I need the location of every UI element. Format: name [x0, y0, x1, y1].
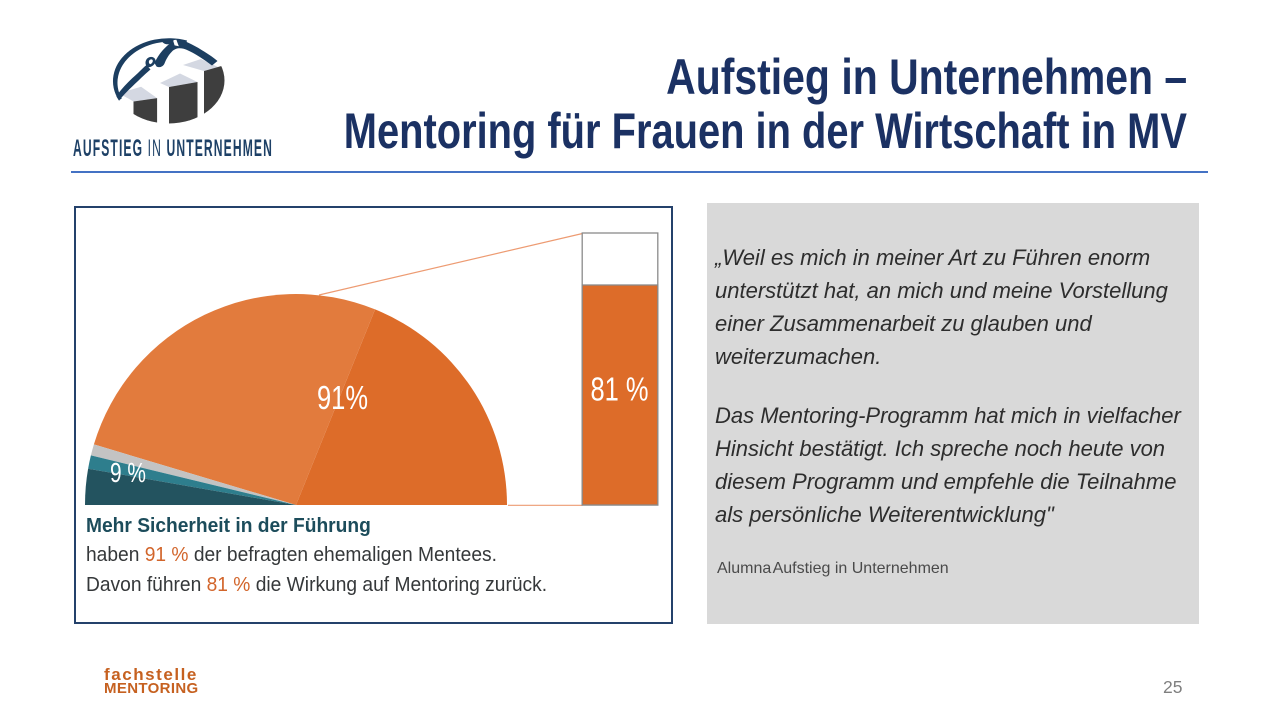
svg-text:9 %: 9 % — [110, 457, 146, 488]
svg-text:81 %: 81 % — [591, 371, 649, 408]
svg-text:91%: 91% — [317, 379, 368, 416]
